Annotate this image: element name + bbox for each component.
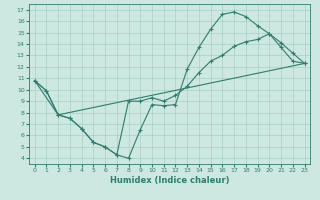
X-axis label: Humidex (Indice chaleur): Humidex (Indice chaleur)	[110, 176, 229, 185]
